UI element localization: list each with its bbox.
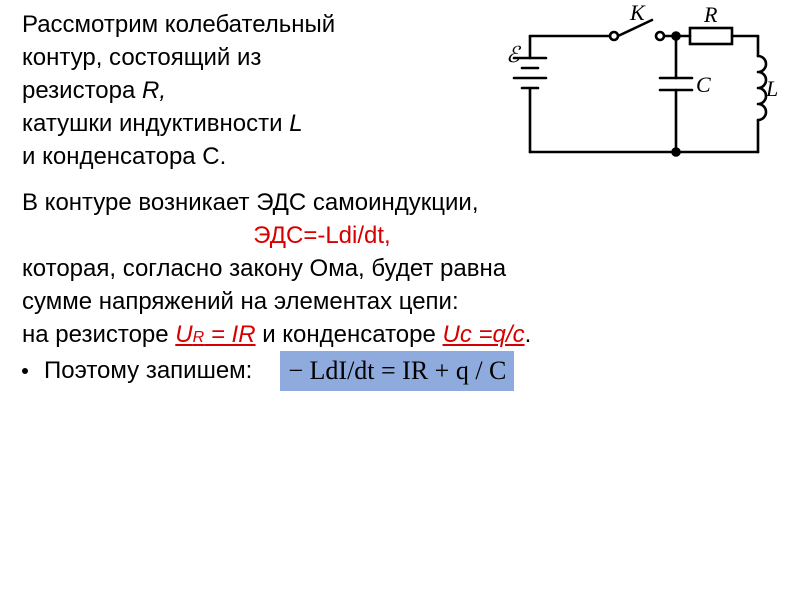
ohm-line-a: которая, согласно закону Ома, будет равн… xyxy=(22,252,782,285)
uc-eq: Uc =q/c xyxy=(443,321,525,348)
circuit-diagram: ℰ K R C L xyxy=(500,2,780,177)
intro-3a: резистора xyxy=(22,77,142,104)
therefore-line: Поэтому запишем: − LdI/dt = IR + q / C xyxy=(22,351,782,391)
label-switch: K xyxy=(629,2,646,25)
ur-eq: = IR xyxy=(204,321,255,348)
emf-equation: ЭДС=-Ldi/dt, xyxy=(22,219,622,252)
period: . xyxy=(525,321,532,348)
body-block: В контуре возникает ЭДС самоиндукции, ЭД… xyxy=(22,186,782,391)
therefore-text: Поэтому запишем: xyxy=(44,354,252,387)
ur-u: U xyxy=(175,321,192,348)
label-resistor: R xyxy=(703,2,718,27)
label-inductor: L xyxy=(765,76,778,101)
intro-4-var: L xyxy=(289,110,302,137)
ohm-line-b: сумме напряжений на элементах цепи: xyxy=(22,285,782,318)
intro-3-var: R, xyxy=(142,77,166,104)
emf-line: В контуре возникает ЭДС самоиндукции, xyxy=(22,186,782,219)
label-capacitor: C xyxy=(696,72,711,97)
emf-eq-text: ЭДС=-Ldi/dt, xyxy=(253,222,390,249)
formula-box: − LdI/dt = IR + q / C xyxy=(280,351,514,391)
components-line: на резисторе UR = IR и конденсаторе Uc =… xyxy=(22,318,782,351)
ur-sub: R xyxy=(193,329,205,346)
bullet-icon xyxy=(22,368,28,374)
cap-prefix: и конденсаторе xyxy=(256,321,443,348)
intro-4a: катушки индуктивности xyxy=(22,110,289,137)
label-emf: ℰ xyxy=(506,42,522,67)
res-prefix: на резисторе xyxy=(22,321,175,348)
